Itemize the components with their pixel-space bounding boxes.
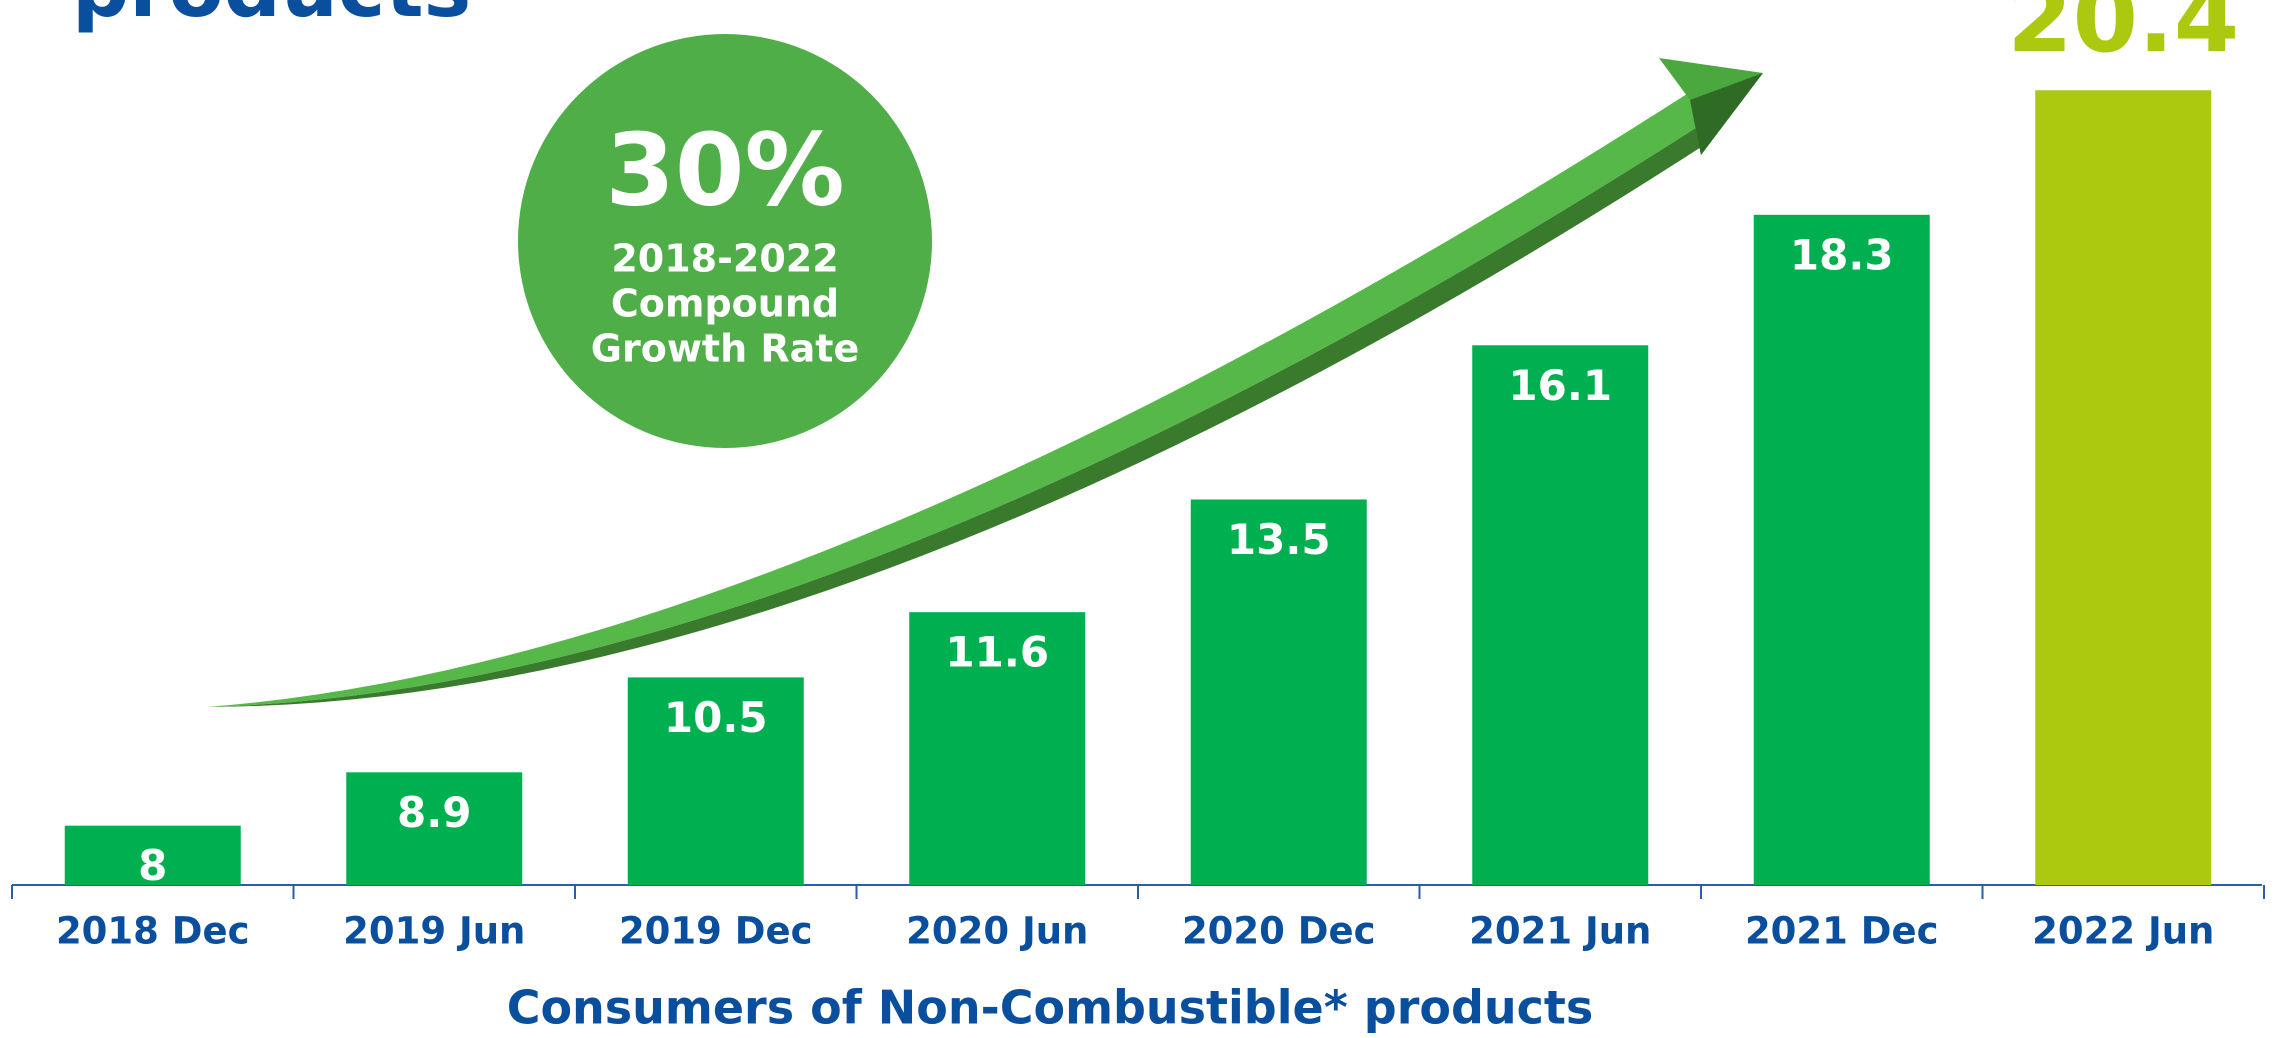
bar: [1754, 215, 1930, 885]
value-label: 8: [138, 841, 167, 890]
x-axis-label: Consumers of Non-Combustible* products: [507, 981, 1594, 1035]
x-tick-label: 2021 Jun: [1469, 910, 1651, 953]
value-label: 11.6: [945, 628, 1049, 677]
x-tick-label: 2020 Jun: [906, 910, 1088, 953]
x-tick-label: 2019 Jun: [343, 910, 525, 953]
cagr-text: 2018-2022: [611, 237, 838, 281]
cagr-text: Growth Rate: [591, 327, 859, 371]
bar: [2035, 90, 2211, 885]
page: products 30% 2018-2022 Compound Growth R…: [0, 0, 2275, 1038]
value-label: 13.5: [1227, 515, 1331, 564]
chart: products 30% 2018-2022 Compound Growth R…: [0, 0, 2275, 1038]
x-tick-label: 2018 Dec: [56, 910, 250, 953]
chart-title: products: [72, 0, 471, 35]
value-label: 16.1: [1508, 361, 1612, 410]
x-tick-label: 2022 Jun: [2032, 910, 2214, 953]
value-label: 20.4: [2007, 0, 2239, 74]
x-tick-label: 2020 Dec: [1182, 910, 1376, 953]
value-label: 8.9: [397, 788, 471, 837]
bar: [1472, 345, 1648, 885]
value-label: 10.5: [664, 693, 768, 742]
x-tick-label: 2021 Dec: [1745, 910, 1939, 953]
cagr-value: 30%: [605, 111, 844, 228]
value-label: 18.3: [1790, 230, 1894, 279]
x-tick-label: 2019 Dec: [619, 910, 813, 953]
cagr-text: Compound: [611, 282, 839, 326]
